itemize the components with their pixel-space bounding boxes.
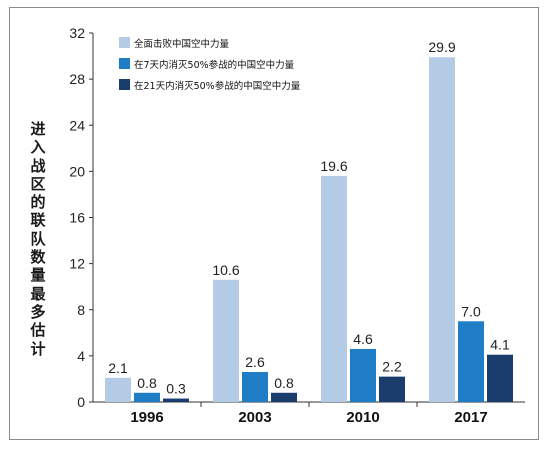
data-label: 0.3 bbox=[166, 381, 186, 397]
y-tick-label: 0 bbox=[77, 394, 85, 410]
bar bbox=[379, 376, 405, 402]
y-tick-label: 12 bbox=[69, 256, 85, 272]
x-tick-label: 2017 bbox=[454, 409, 487, 426]
data-label: 0.8 bbox=[137, 375, 157, 391]
data-label: 7.0 bbox=[461, 303, 481, 319]
legend-label: 在7天内消灭50%参战的中国空中力量 bbox=[134, 59, 295, 71]
bar bbox=[487, 354, 513, 402]
y-tick-label: 32 bbox=[69, 25, 85, 41]
x-tick-label: 1996 bbox=[130, 409, 163, 426]
x-tick-label: 2010 bbox=[346, 409, 379, 426]
bar bbox=[350, 348, 376, 402]
data-label: 2.1 bbox=[108, 360, 128, 376]
y-tick-label: 28 bbox=[69, 71, 85, 87]
bar bbox=[134, 392, 160, 402]
data-label: 2.6 bbox=[245, 354, 265, 370]
y-tick-label: 8 bbox=[77, 302, 85, 318]
legend-label: 全面击败中国空中力量 bbox=[134, 38, 230, 50]
legend-label: 在21天内消灭50%参战的中国空中力量 bbox=[134, 80, 301, 92]
data-label: 4.6 bbox=[353, 331, 373, 347]
y-tick-label: 20 bbox=[69, 163, 85, 179]
legend-swatch bbox=[119, 37, 130, 48]
y-axis-label: 进入战区的联队数量最多估计 bbox=[30, 120, 46, 358]
data-label: 10.6 bbox=[212, 262, 239, 278]
bar bbox=[213, 279, 239, 402]
y-tick-label: 24 bbox=[69, 117, 85, 133]
bar bbox=[429, 57, 455, 402]
bar bbox=[271, 392, 297, 402]
data-label: 19.6 bbox=[320, 158, 347, 174]
x-tick-label: 2003 bbox=[238, 409, 271, 426]
bar bbox=[242, 372, 268, 402]
bar bbox=[163, 398, 189, 402]
data-label: 0.8 bbox=[274, 375, 294, 391]
bar bbox=[321, 175, 347, 402]
y-tick-label: 4 bbox=[77, 348, 85, 364]
bar bbox=[458, 321, 484, 402]
bar bbox=[105, 377, 131, 402]
data-label: 29.9 bbox=[428, 39, 455, 55]
y-tick-label: 16 bbox=[69, 210, 85, 226]
legend-swatch bbox=[119, 79, 130, 90]
data-label: 2.2 bbox=[382, 359, 402, 375]
data-label: 4.1 bbox=[490, 337, 510, 353]
legend-swatch bbox=[119, 58, 130, 69]
